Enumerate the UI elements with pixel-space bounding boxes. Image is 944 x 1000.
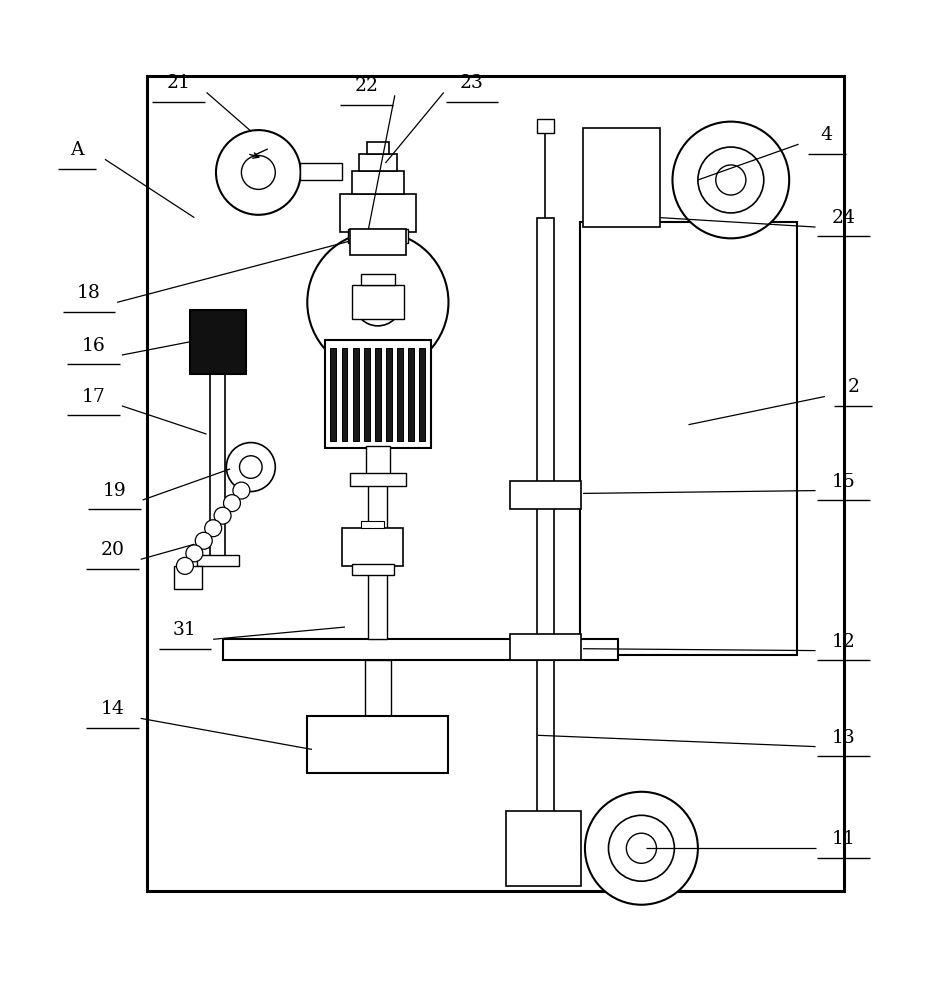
Text: 2: 2 <box>847 378 859 396</box>
Text: 12: 12 <box>832 633 855 651</box>
Bar <box>510 634 582 660</box>
Bar <box>583 128 660 227</box>
Text: 4: 4 <box>821 126 833 144</box>
Bar <box>351 285 404 319</box>
Circle shape <box>354 279 401 326</box>
Bar <box>349 473 406 486</box>
Circle shape <box>214 507 231 524</box>
Text: 23: 23 <box>460 74 484 92</box>
Bar <box>537 655 554 848</box>
Bar <box>325 340 430 448</box>
Text: 24: 24 <box>832 209 856 227</box>
Bar <box>308 716 448 773</box>
Bar <box>190 310 246 374</box>
Bar <box>351 564 394 575</box>
Bar <box>375 348 380 441</box>
Text: 11: 11 <box>832 830 855 848</box>
Text: 15: 15 <box>832 473 855 491</box>
Text: 19: 19 <box>103 482 126 500</box>
Bar <box>419 348 425 441</box>
Bar <box>351 171 404 194</box>
Bar <box>300 163 342 180</box>
Text: 21: 21 <box>166 74 191 92</box>
Bar <box>330 348 336 441</box>
Circle shape <box>242 156 276 189</box>
Text: 31: 31 <box>173 621 196 639</box>
Bar <box>364 660 391 716</box>
Bar <box>581 222 797 655</box>
Bar <box>409 348 414 441</box>
Circle shape <box>186 545 203 562</box>
Bar <box>342 348 347 441</box>
Circle shape <box>177 557 194 574</box>
Text: 16: 16 <box>82 337 106 355</box>
Bar <box>359 154 396 171</box>
Bar <box>147 76 844 891</box>
Circle shape <box>609 815 674 881</box>
Text: 14: 14 <box>100 700 125 718</box>
Bar <box>506 811 582 886</box>
Circle shape <box>672 122 789 238</box>
Bar <box>368 439 387 639</box>
Circle shape <box>216 130 301 215</box>
Bar <box>365 446 390 475</box>
Circle shape <box>716 165 746 195</box>
Bar <box>353 348 359 441</box>
Text: 22: 22 <box>355 77 379 95</box>
Text: 17: 17 <box>82 388 106 406</box>
Circle shape <box>240 456 262 478</box>
Bar <box>342 528 403 566</box>
Text: 18: 18 <box>77 284 101 302</box>
Bar <box>510 481 582 509</box>
Circle shape <box>627 833 656 863</box>
Circle shape <box>698 147 764 213</box>
Bar <box>386 348 392 441</box>
Bar <box>363 348 370 441</box>
Bar <box>223 639 618 660</box>
Bar <box>197 555 239 566</box>
Bar <box>174 566 202 589</box>
Bar <box>349 229 406 255</box>
Circle shape <box>195 532 212 549</box>
Bar <box>537 119 554 133</box>
Text: 13: 13 <box>832 729 855 747</box>
Bar <box>368 284 387 368</box>
Text: 20: 20 <box>100 541 125 559</box>
Circle shape <box>585 792 698 905</box>
Bar <box>361 274 395 285</box>
Circle shape <box>308 232 448 373</box>
Bar <box>347 229 408 243</box>
Bar <box>361 521 384 528</box>
Circle shape <box>227 443 276 492</box>
Bar <box>340 194 415 232</box>
Bar <box>366 142 389 154</box>
Circle shape <box>224 495 241 512</box>
Bar <box>211 374 226 556</box>
Bar <box>537 218 554 655</box>
Circle shape <box>233 482 250 499</box>
Text: A: A <box>70 141 83 159</box>
Circle shape <box>205 520 222 537</box>
Bar <box>397 348 403 441</box>
